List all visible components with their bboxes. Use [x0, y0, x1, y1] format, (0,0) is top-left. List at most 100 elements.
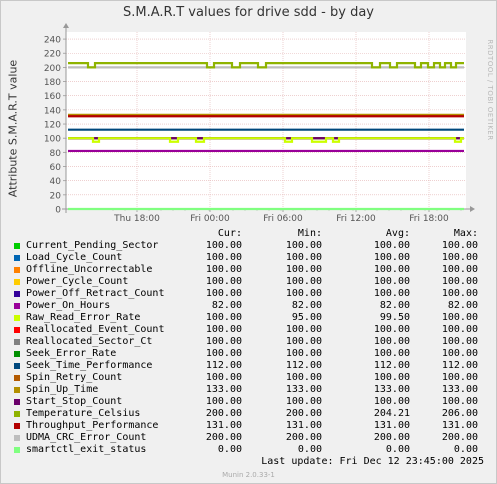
legend-cur: 112.00 — [205, 360, 242, 371]
legend-swatch — [14, 243, 20, 249]
x-tick-label: Fri 12:00 — [336, 214, 376, 224]
header-cur: Cur: — [217, 228, 242, 239]
legend-cur: 100.00 — [205, 252, 242, 263]
legend-name: UDMA_CRC_Error_Count — [26, 432, 147, 443]
legend-item: Seek_Error_Rate 100.00 100.00 100.00 100.00 — [0, 348, 497, 360]
legend-swatch — [14, 255, 20, 261]
legend-cur: 100.00 — [205, 288, 242, 299]
legend-avg: 100.00 — [373, 324, 410, 335]
legend-min: 112.00 — [285, 360, 322, 371]
legend-avg: 99.50 — [379, 312, 410, 323]
legend-min: 100.00 — [285, 324, 322, 335]
legend-swatch — [14, 447, 20, 453]
legend-name: Seek_Time_Performance — [26, 360, 153, 371]
legend-item: Temperature_Celsius 200.00 200.00 204.21 206… — [0, 408, 497, 420]
legend-avg: 0.00 — [385, 444, 410, 455]
legend-name: Temperature_Celsius — [26, 408, 141, 419]
legend-avg: 100.00 — [373, 252, 410, 263]
y-tick-label: 200 — [44, 64, 61, 74]
y-tick-label: 100 — [44, 135, 61, 145]
legend-cur: 100.00 — [205, 312, 242, 323]
legend-name: Power_On_Hours — [26, 300, 111, 311]
y-tick-label: 60 — [50, 163, 62, 173]
legend-min: 100.00 — [285, 276, 322, 287]
legend-min: 100.00 — [285, 252, 322, 263]
legend-min: 131.00 — [285, 420, 322, 431]
legend-swatch — [14, 351, 20, 357]
legend-swatch — [14, 315, 20, 321]
legend-swatch — [14, 387, 20, 393]
legend-item: Reallocated_Sector_Ct 100.00 100.00 100.00 1… — [0, 336, 497, 348]
y-tick-label: 0 — [55, 206, 61, 216]
legend-cur: 200.00 — [205, 408, 242, 419]
legend-item: Raw_Read_Error_Rate 100.00 95.00 99.50 100.0… — [0, 312, 497, 324]
legend-min: 200.00 — [285, 432, 322, 443]
legend-swatch — [14, 423, 20, 429]
legend-avg: 100.00 — [373, 240, 410, 251]
legend-item: Spin_Up_Time 133.00 133.00 133.00 133.00 — [0, 384, 497, 396]
legend-avg: 100.00 — [373, 264, 410, 275]
x-tick-label: Fri 06:00 — [263, 214, 303, 224]
y-axis-arrow — [63, 23, 69, 28]
legend-cur: 100.00 — [205, 240, 242, 251]
legend-avg: 200.00 — [373, 432, 410, 443]
legend-item: Load_Cycle_Count 100.00 100.00 100.00 100.00 — [0, 252, 497, 264]
legend-avg: 82.00 — [379, 300, 410, 311]
legend-avg: 112.00 — [373, 360, 410, 371]
legend-item: Offline_Uncorrectable 100.00 100.00 100.00 1… — [0, 264, 497, 276]
legend-min: 200.00 — [285, 408, 322, 419]
y-tick-label: 220 — [44, 50, 61, 60]
y-tick-label: 240 — [44, 36, 61, 46]
y-tick-label: 160 — [44, 92, 61, 102]
legend-swatch — [14, 411, 20, 417]
legend-max: 100.00 — [441, 288, 478, 299]
legend-max: 100.00 — [441, 396, 478, 407]
legend-item: Reallocated_Event_Count 100.00 100.00 100.0… — [0, 324, 497, 336]
legend-item: Power_On_Hours 82.00 82.00 82.00 82.00 — [0, 300, 497, 312]
legend-name: Spin_Up_Time — [26, 384, 99, 395]
y-tick-label: 120 — [44, 121, 61, 131]
y-tick-label: 140 — [44, 106, 61, 116]
legend-name: Power_Off_Retract_Count — [26, 288, 165, 299]
legend-item: Seek_Time_Performance 112.00 112.00 112.00 1… — [0, 360, 497, 372]
legend-cur: 100.00 — [205, 336, 242, 347]
legend-max: 200.00 — [441, 432, 478, 443]
legend-max: 82.00 — [447, 300, 478, 311]
legend-name: Start_Stop_Count — [26, 396, 123, 407]
legend-name: Spin_Retry_Count — [26, 372, 123, 383]
legend-min: 0.00 — [297, 444, 322, 455]
legend-cur: 0.00 — [217, 444, 242, 455]
legend-cur: 100.00 — [205, 396, 242, 407]
legend-avg: 100.00 — [373, 372, 410, 383]
y-tick-label: 20 — [50, 191, 62, 201]
legend-cur: 100.00 — [205, 264, 242, 275]
legend-min: 100.00 — [285, 396, 322, 407]
legend-cur: 100.00 — [205, 372, 242, 383]
legend-max: 100.00 — [441, 240, 478, 251]
legend-name: Throughput_Performance — [26, 420, 159, 431]
header-avg: Avg: — [385, 228, 410, 239]
x-tick-label: Fri 00:00 — [190, 214, 230, 224]
y-tick-label: 180 — [44, 78, 61, 88]
legend-name: Raw_Read_Error_Rate — [26, 312, 141, 323]
legend-cur: 200.00 — [205, 432, 242, 443]
legend-name: Current_Pending_Sector — [26, 240, 159, 251]
y-tick-label: 80 — [50, 149, 62, 159]
legend-max: 131.00 — [441, 420, 478, 431]
legend-max: 100.00 — [441, 276, 478, 287]
legend-min: 100.00 — [285, 348, 322, 359]
last-update: Last update: Fri Dec 12 23:45:00 2025 — [261, 456, 484, 467]
legend-avg: 100.00 — [373, 396, 410, 407]
legend-swatch — [14, 279, 20, 285]
legend-item: Current_Pending_Sector 100.00 100.00 100.00… — [0, 240, 497, 252]
legend-item: Power_Cycle_Count 100.00 100.00 100.00 100.0… — [0, 276, 497, 288]
legend-cur: 131.00 — [205, 420, 242, 431]
legend-min: 100.00 — [285, 372, 322, 383]
legend-item: smartctl_exit_status 0.00 0.00 0.00 0.00 — [0, 444, 497, 456]
legend-name: Load_Cycle_Count — [26, 252, 123, 263]
legend-cur: 100.00 — [205, 276, 242, 287]
legend-swatch — [14, 399, 20, 405]
legend-cur: 100.00 — [205, 324, 242, 335]
legend-item: Spin_Retry_Count 100.00 100.00 100.00 100.00 — [0, 372, 497, 384]
legend-avg: 204.21 — [373, 408, 410, 419]
